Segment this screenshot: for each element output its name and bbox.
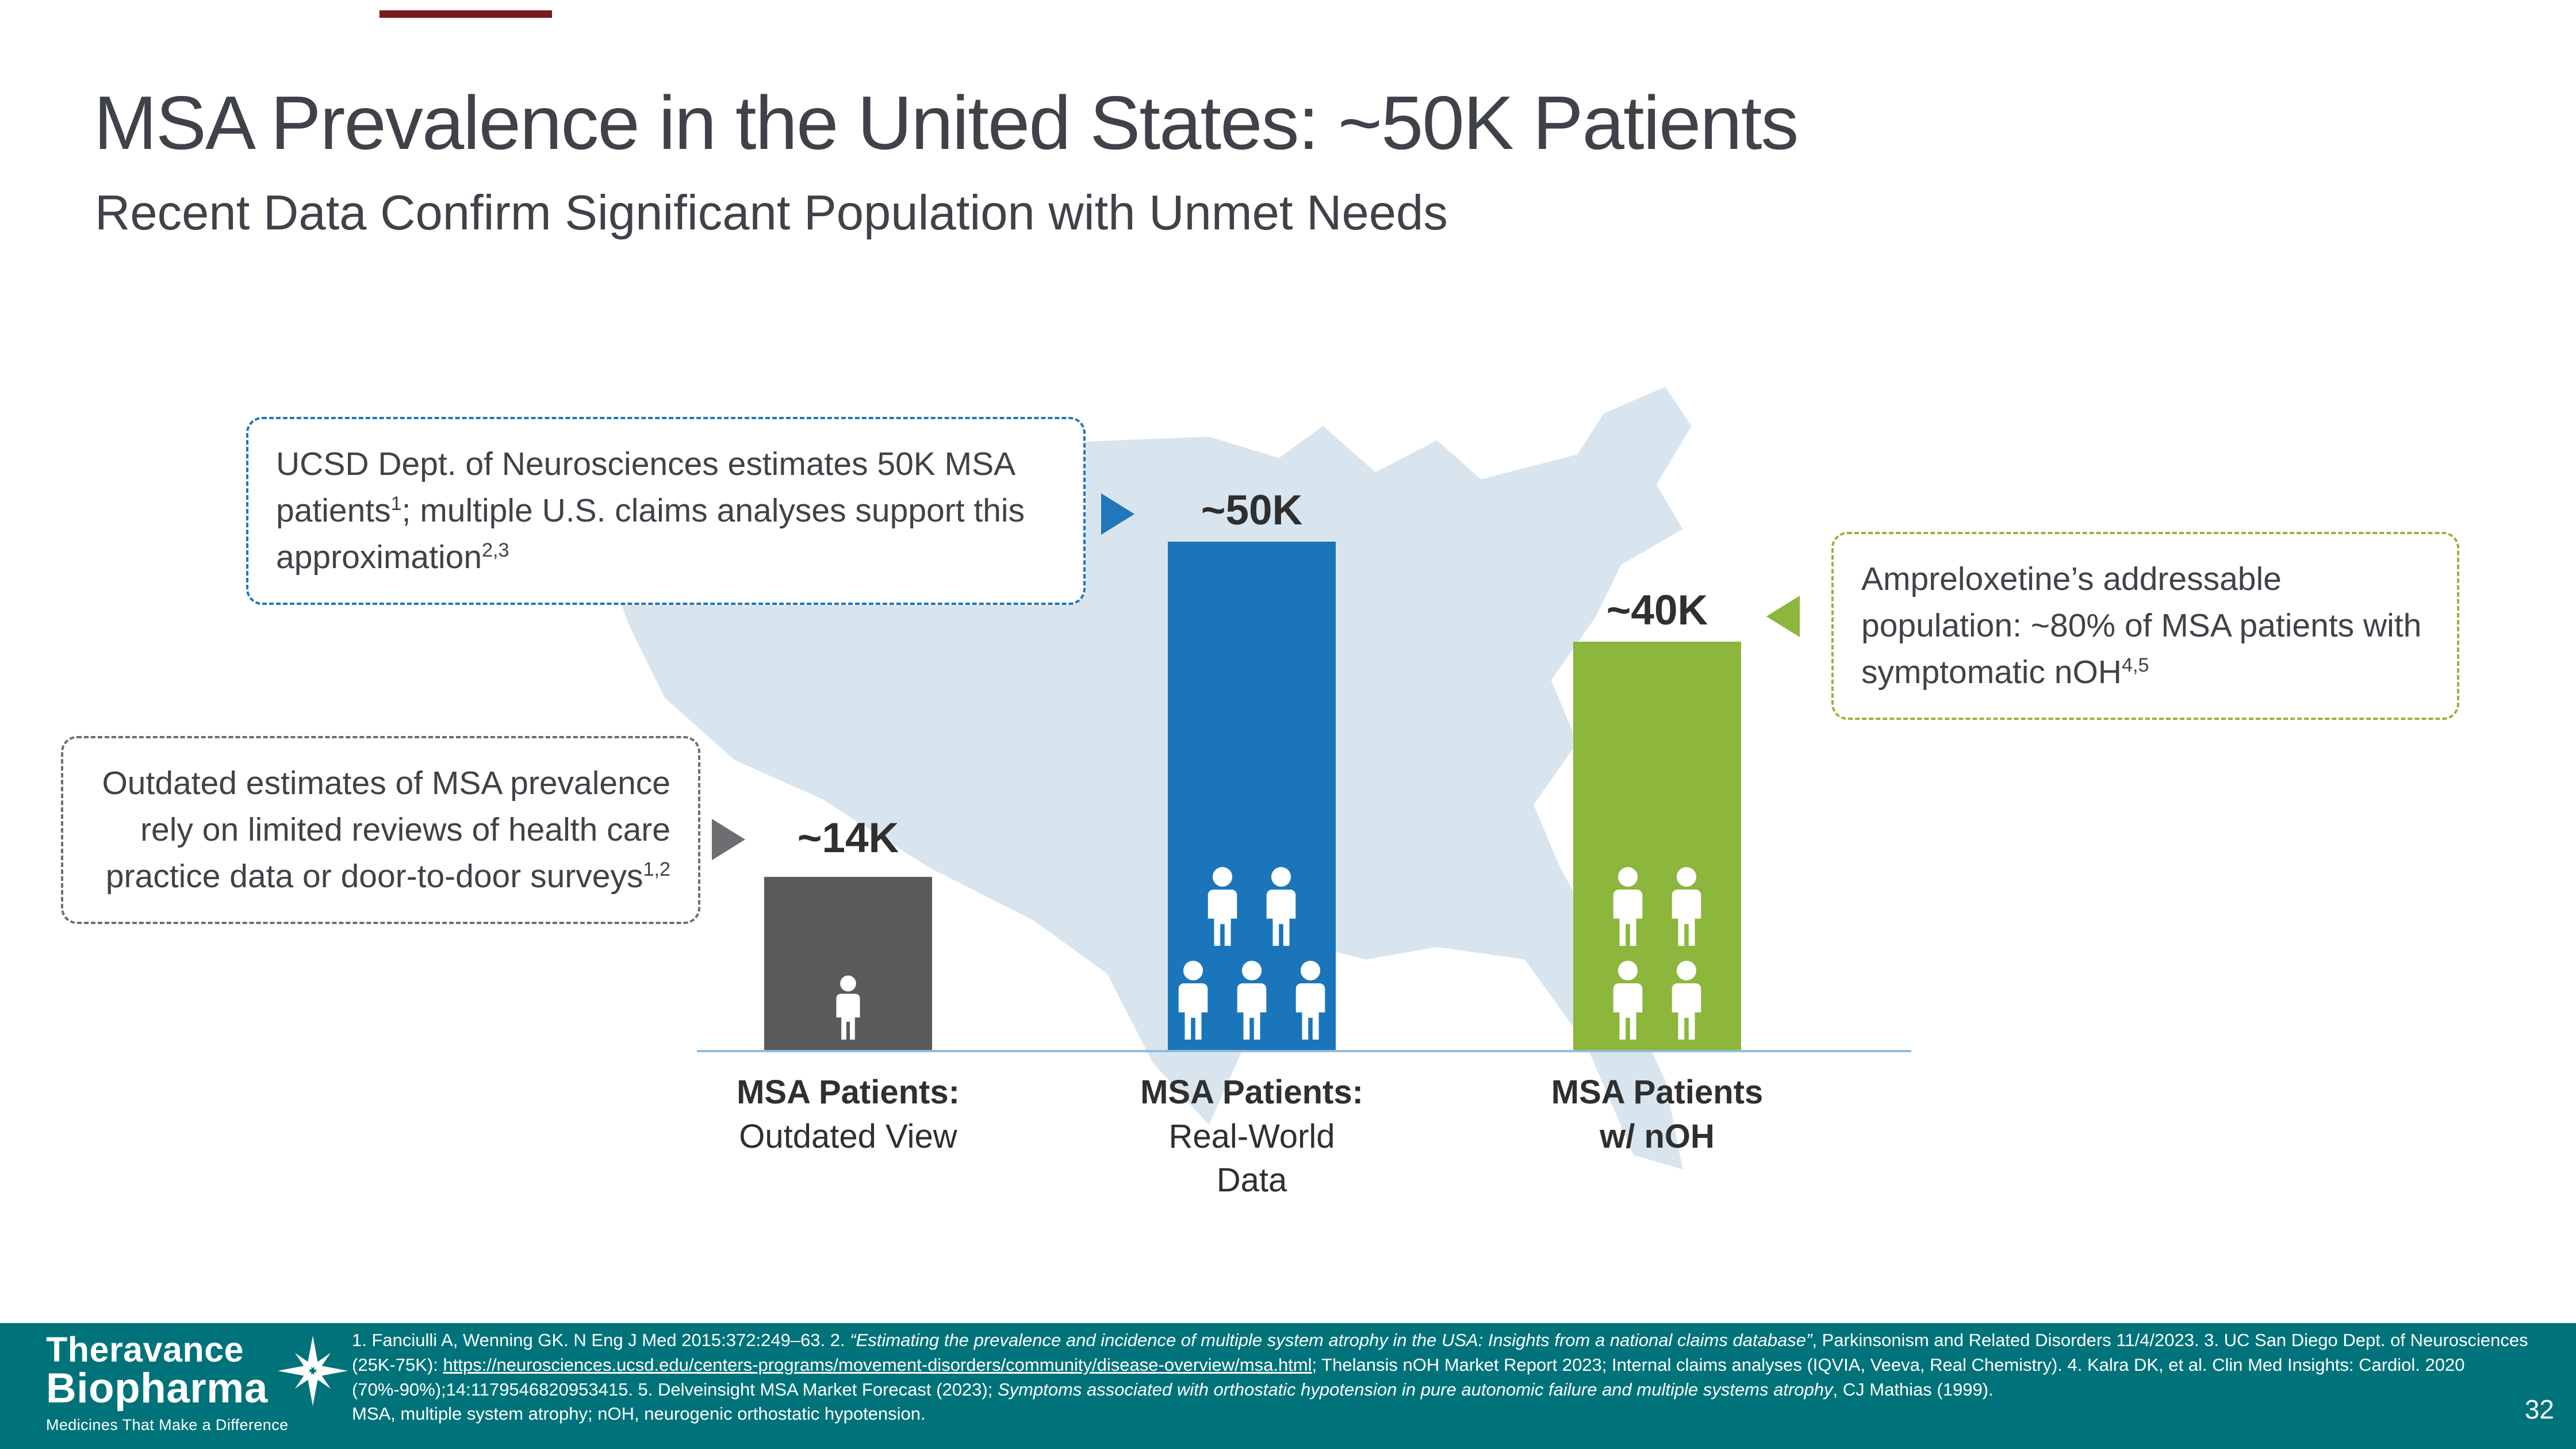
reference-superscript: 4,5 bbox=[2121, 654, 2149, 676]
bar-noh bbox=[1573, 642, 1741, 1051]
bar-label-line: Outdated View bbox=[739, 1117, 957, 1155]
bar-label-line: MSA Patients bbox=[1551, 1074, 1764, 1111]
reference-link[interactable]: https://neurosciences.ucsd.edu/centers-p… bbox=[443, 1354, 1312, 1375]
bar-outdated-view bbox=[764, 877, 932, 1051]
references-paragraph: 1. Fanciulli A, Wenning GK. N Eng J Med … bbox=[352, 1328, 2544, 1402]
arrow-right-icon bbox=[712, 819, 745, 860]
bar-label-realworld: MSA Patients: Real-World Data bbox=[1068, 1071, 1436, 1203]
reference-title-italic: “Estimating the prevalence and incidence… bbox=[850, 1330, 1812, 1350]
logo-tagline: Medicines That Make a Difference bbox=[46, 1416, 289, 1433]
callout-ampreloxetine-text: Ampreloxetine’s addressable population: … bbox=[1861, 561, 2422, 691]
person-icon bbox=[1259, 866, 1303, 946]
bar-label-line: w/ nOH bbox=[1600, 1117, 1715, 1155]
reference-text: , CJ Mathias (1999). bbox=[1833, 1379, 1994, 1400]
section-indicator-bar bbox=[379, 10, 552, 18]
person-icon bbox=[1606, 960, 1650, 1040]
footer-references: 1. Fanciulli A, Wenning GK. N Eng J Med … bbox=[352, 1328, 2544, 1427]
footer-bar bbox=[0, 1323, 2576, 1449]
logo-text-biopharma: Biopharma bbox=[46, 1365, 268, 1412]
reference-text: 1. Fanciulli A, Wenning GK. N Eng J Med … bbox=[352, 1330, 850, 1350]
person-icon bbox=[1201, 866, 1244, 946]
person-icon bbox=[1665, 960, 1708, 1040]
bar-label-line: MSA Patients: bbox=[737, 1074, 960, 1111]
page-subtitle: Recent Data Confirm Significant Populati… bbox=[95, 186, 1448, 240]
reference-superscript: 1,2 bbox=[643, 858, 670, 880]
reference-text: , Parkinsonism and Related Disorders 11/… bbox=[352, 1330, 2528, 1375]
person-icon bbox=[830, 975, 866, 1040]
callout-ucsd-text: UCSD Dept. of Neurosciences estimates 50… bbox=[276, 446, 1014, 529]
bar-label-line: MSA Patients: bbox=[1140, 1074, 1363, 1111]
bar-value-noh: ~40K bbox=[1606, 587, 1708, 634]
callout-outdated-text: Outdated estimates of MSA prevalence rel… bbox=[102, 765, 670, 895]
reference-superscript: 1 bbox=[390, 492, 402, 515]
bar-value-realworld: ~50K bbox=[1201, 487, 1303, 534]
theravance-logo: Theravance Biopharma Medicines That Make… bbox=[46, 1332, 350, 1434]
page-title: MSA Prevalence in the United States: ~50… bbox=[94, 80, 1799, 165]
person-icon bbox=[1230, 960, 1274, 1040]
chart-baseline bbox=[697, 1050, 1911, 1052]
bar-real-world-data bbox=[1168, 542, 1336, 1051]
callout-ucsd-estimate: UCSD Dept. of Neurosciences estimates 50… bbox=[246, 417, 1086, 605]
person-icon bbox=[1289, 960, 1332, 1040]
starburst-logo-icon bbox=[277, 1336, 348, 1406]
bar-value-outdated: ~14K bbox=[797, 815, 899, 861]
callout-ampreloxetine-population: Ampreloxetine’s addressable population: … bbox=[1831, 532, 2459, 720]
person-icon bbox=[1665, 866, 1708, 946]
logo-text-theravance: Theravance bbox=[46, 1330, 244, 1369]
callout-ucsd-text-2: ; multiple U.S. claims analyses support … bbox=[276, 492, 1025, 576]
reference-title-italic: Symptoms associated with orthostatic hyp… bbox=[997, 1379, 1833, 1400]
bar-label-outdated: MSA Patients: Outdated View bbox=[664, 1071, 1032, 1159]
bar-label-noh: MSA Patients w/ nOH bbox=[1473, 1071, 1841, 1159]
person-icon-row bbox=[1201, 866, 1303, 946]
reference-superscript: 2,3 bbox=[482, 539, 509, 561]
reference-text: ; Thelansis nOH Market Report 2023; Inte… bbox=[352, 1354, 2465, 1400]
arrow-right-icon bbox=[1101, 493, 1134, 535]
person-icon-row bbox=[1171, 960, 1332, 1040]
arrow-left-icon bbox=[1766, 596, 1800, 637]
abbreviations-line: MSA, multiple system atrophy; nOH, neuro… bbox=[352, 1404, 926, 1424]
person-icon bbox=[1606, 866, 1650, 946]
slide-number: 32 bbox=[2524, 1394, 2554, 1424]
bar-label-line: Real-World bbox=[1168, 1117, 1335, 1155]
person-icon bbox=[1171, 960, 1215, 1040]
person-icon-row bbox=[1606, 960, 1708, 1040]
bar-label-line: Data bbox=[1216, 1162, 1287, 1199]
callout-outdated-estimates: Outdated estimates of MSA prevalence rel… bbox=[61, 736, 700, 924]
person-icon-row bbox=[1606, 866, 1708, 946]
